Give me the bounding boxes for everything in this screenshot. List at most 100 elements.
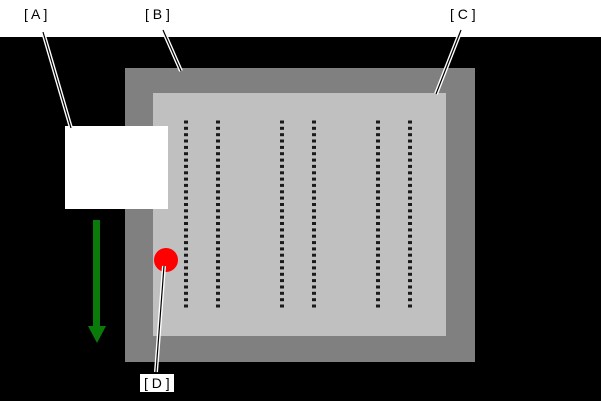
white-block [65,126,168,209]
dot [184,272,188,276]
dot [408,285,412,289]
leader-line-c [434,29,463,95]
dot [280,285,284,289]
dot [408,247,412,251]
dot [376,222,380,225]
dot [408,279,412,283]
dot [312,272,316,276]
dot [376,247,380,251]
dot [312,190,316,194]
callout-label-a: [ A ] [24,5,48,23]
dot [280,304,284,308]
dot [216,272,220,276]
dot [408,158,412,162]
dot [184,145,188,149]
dot [184,152,188,156]
dot [216,291,220,295]
dot [376,241,380,245]
dot [184,285,188,289]
dot [312,158,316,162]
dot [408,266,412,270]
dot [216,145,220,149]
leader-line-d [154,265,166,373]
dot [376,120,380,124]
dot [312,298,316,302]
dot [408,145,412,149]
dot [408,228,412,232]
dot [184,203,188,206]
dot [216,203,220,206]
dot [312,183,316,187]
dot [184,253,188,257]
dot [312,164,316,168]
callout-label-d: [ D ] [140,374,174,392]
dot [184,279,188,283]
dot [312,247,316,251]
dot [216,209,220,213]
dot [216,139,220,143]
dot [184,190,188,194]
down-arrow-icon [88,220,106,343]
leader-line-a [41,31,73,129]
dot [184,120,188,124]
dot [280,126,284,130]
dot [216,222,220,225]
dot [376,196,380,200]
dot [184,247,188,251]
dot [216,152,220,156]
dot [312,304,316,308]
dot-column [216,120,220,308]
dot [184,298,188,302]
dot [312,279,316,283]
dot [312,133,316,137]
dot [280,266,284,270]
dot [216,304,220,308]
dot [280,209,284,213]
dot [280,272,284,276]
dot [216,241,220,245]
dot [184,234,188,238]
dot [312,234,316,238]
dot [376,164,380,168]
dot [312,139,316,143]
dot [184,196,188,200]
dot [184,158,188,162]
dot [216,298,220,302]
dot [184,126,188,130]
dot [376,266,380,270]
dot [216,183,220,187]
dot [184,266,188,270]
dot [376,272,380,276]
red-marker [154,248,178,272]
dot [408,253,412,257]
dot [408,234,412,238]
leader-line-b [161,29,183,72]
dot [280,253,284,257]
dot [376,126,380,130]
dot [408,215,412,219]
dot [376,215,380,219]
dot [408,190,412,194]
dot [280,247,284,251]
dot [376,285,380,289]
dot [376,209,380,213]
dot [280,203,284,206]
dot [216,196,220,200]
dot [408,152,412,156]
dot [184,209,188,213]
dot [280,139,284,143]
dot [216,260,220,264]
dot [376,145,380,149]
dot [280,241,284,245]
dot [280,260,284,264]
dot [376,260,380,264]
dot [184,228,188,232]
dot [312,291,316,295]
inner-panel [153,93,446,336]
dot [376,279,380,283]
dot [312,152,316,156]
dot [376,139,380,143]
dot [216,133,220,137]
dot [312,228,316,232]
